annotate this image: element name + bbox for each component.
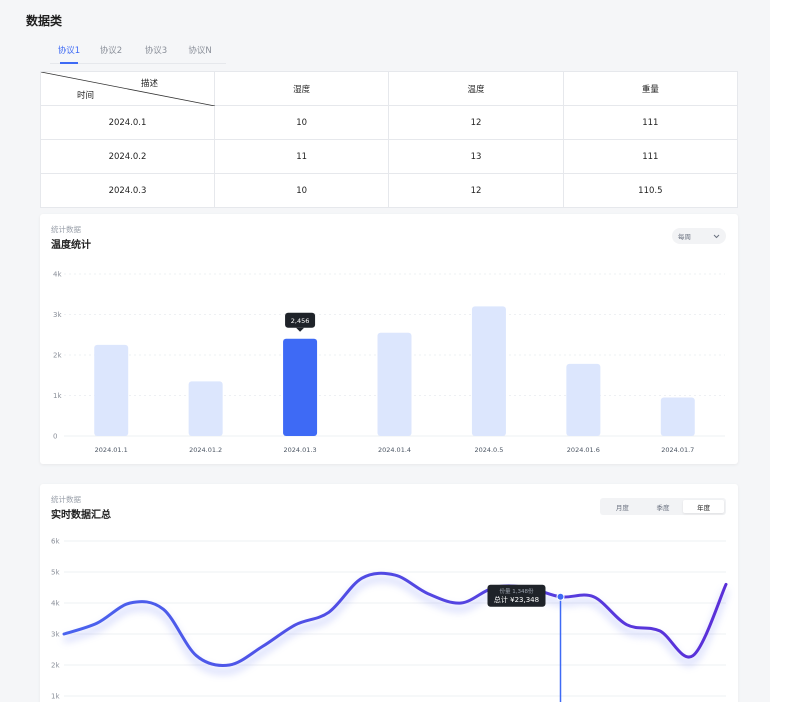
column-header: 湿度 — [213, 71, 390, 106]
bar-tooltip-value: 2,456 — [291, 317, 310, 325]
x-tick-label: 2024.01.1 — [95, 446, 128, 454]
y-tick-label: 1k — [51, 693, 60, 701]
page-title: 数据类 — [26, 14, 63, 28]
series-line — [62, 571, 728, 668]
content-area: 数据类 协议1 协议2 协议3 协议N 描述 时间 湿度 温度 重量 — [26, 14, 739, 702]
data-table: 描述 时间 湿度 温度 重量 2024.0.1 10 12 111 2024.0… — [40, 71, 739, 208]
bar — [660, 397, 695, 436]
bar-tooltip-box — [285, 312, 316, 328]
table-cell: 11 — [213, 139, 390, 174]
line-chart-card: 统计数据 实时数据汇总 月度 季度 年度 1k 2k 3k 4k 5k 6k 份量 1,34… — [40, 484, 738, 702]
bar — [377, 332, 412, 436]
y-tick-label: 6k — [51, 538, 60, 546]
bar-card-subtitle: 统计数据 — [51, 225, 81, 234]
diagonal-divider — [41, 72, 215, 106]
highlight-point — [556, 592, 565, 601]
table-cell: 2024.0.2 — [40, 139, 215, 174]
period-select[interactable]: 每周 — [672, 228, 726, 244]
corner-label-time: 时间 — [77, 91, 95, 101]
table-cell: 12 — [388, 173, 564, 208]
bar — [283, 338, 318, 436]
bar — [471, 306, 506, 436]
y-tick-label: 4k — [51, 600, 60, 608]
column-header: 温度 — [388, 71, 564, 106]
table-row: 2024.0.1 10 12 111 — [40, 105, 739, 140]
line-tooltip-sub: 份量 1,348份 — [500, 587, 534, 595]
table-cell: 111 — [562, 105, 739, 140]
y-tick-label: 3k — [53, 311, 62, 319]
x-tick-label: 2024.01.2 — [189, 446, 222, 454]
x-tick-label: 2024.01.3 — [284, 446, 317, 454]
line-card-subtitle: 统计数据 — [51, 495, 81, 504]
line-tooltip-box — [487, 584, 546, 607]
table-header-row: 描述 时间 湿度 温度 重量 — [40, 71, 739, 106]
protocol-tabs: 协议1 协议2 协议3 协议N — [50, 40, 226, 64]
line-shadow-path — [63, 576, 729, 675]
y-tick-label: 3k — [51, 631, 60, 639]
table-row: 2024.0.3 10 12 110.5 — [40, 173, 739, 208]
bar-card-title: 温度统计 — [51, 240, 91, 251]
tab-protocol-3[interactable]: 协议3 — [144, 46, 168, 56]
column-header: 重量 — [562, 71, 739, 106]
y-tick-label: 2k — [53, 352, 62, 360]
segment-yearly[interactable]: 年度 — [683, 500, 725, 513]
x-tick-label: 2024.01.7 — [661, 446, 694, 454]
table-cell: 110.5 — [562, 173, 739, 208]
bar-tooltip-arrow — [296, 327, 305, 332]
period-segmented-control: 月度 季度 年度 — [600, 498, 726, 515]
bar — [94, 344, 129, 436]
bar — [566, 363, 601, 436]
segment-monthly[interactable]: 月度 — [615, 503, 629, 512]
y-tick-label: 5k — [51, 569, 60, 577]
table-cell: 12 — [388, 105, 564, 140]
line-card-title: 实时数据汇总 — [51, 510, 111, 521]
line-shadow — [63, 576, 729, 675]
x-tick-label: 2024.01.4 — [378, 446, 411, 454]
bar-chart-card: 统计数据 温度统计 每周 0 1k 2k 3k 4k 2024.01.1 2024.01.2… — [40, 214, 738, 464]
x-tick-label: 2024.01.6 — [567, 446, 600, 454]
chevron-down-icon — [713, 234, 720, 238]
table-corner-cell: 描述 时间 — [40, 71, 215, 106]
segment-quarterly[interactable]: 季度 — [656, 503, 670, 512]
y-tick-label: 0 — [53, 433, 57, 441]
table-cell: 10 — [213, 173, 390, 208]
y-tick-label: 1k — [53, 392, 62, 400]
corner-label-description: 描述 — [140, 79, 158, 89]
table-cell: 111 — [562, 139, 739, 174]
x-tick-label: 2024.0.5 — [474, 446, 503, 454]
bar-chart: 0 1k 2k 3k 4k 2024.01.1 2024.01.2 2024.01.3 2,45… — [53, 271, 725, 454]
bar — [188, 381, 223, 436]
table-cell: 10 — [213, 105, 390, 140]
tab-protocol-2[interactable]: 协议2 — [99, 46, 123, 56]
y-tick-label: 2k — [51, 662, 60, 670]
table-cell: 2024.0.1 — [40, 105, 215, 140]
table-row: 2024.0.2 11 13 111 — [40, 139, 739, 174]
tab-protocol-n[interactable]: 协议N — [188, 46, 212, 56]
y-tick-label: 4k — [53, 271, 62, 279]
table-cell: 2024.0.3 — [40, 173, 215, 208]
line-tooltip-main: 总计 ¥23,348 — [494, 595, 539, 604]
tab-protocol-1[interactable]: 协议1 — [50, 40, 88, 64]
period-select-value: 每周 — [678, 233, 691, 241]
table-cell: 13 — [388, 139, 564, 174]
